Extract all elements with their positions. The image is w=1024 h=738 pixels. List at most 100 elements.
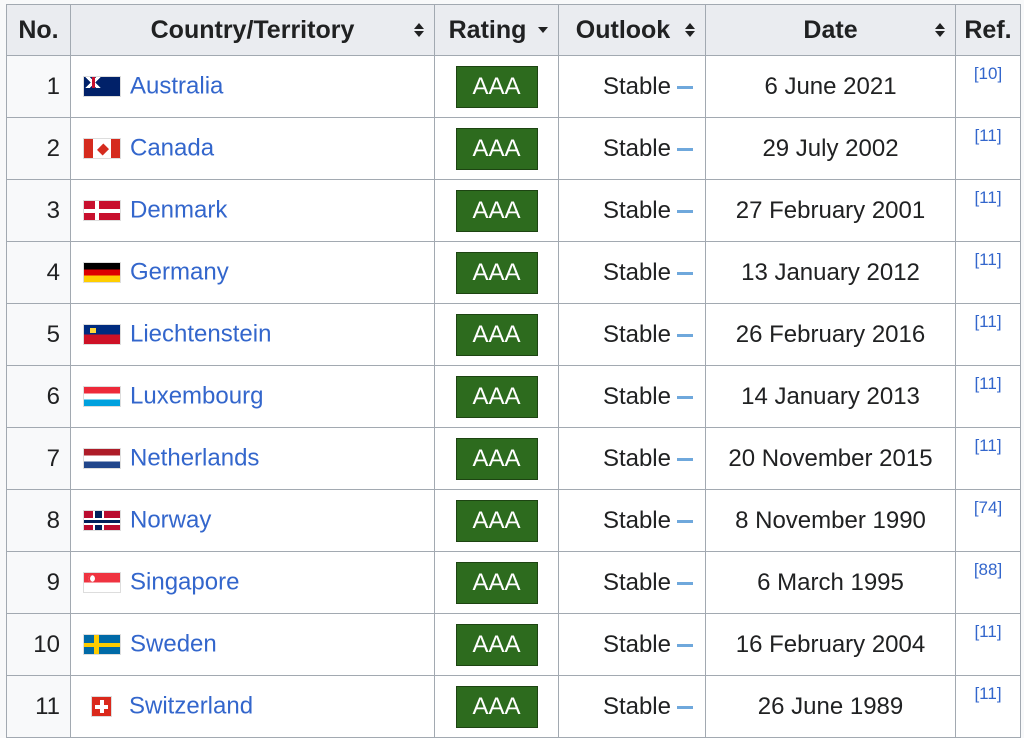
canada-flag-icon [83, 138, 121, 160]
row-number: 8 [6, 489, 71, 552]
outlook-cell: Stable [558, 489, 706, 552]
denmark-flag-icon [83, 200, 121, 222]
switzerland-flag-icon [91, 696, 112, 718]
rating-cell: AAA [434, 365, 559, 428]
table-row: 2 Canada AAA Stable 29 July 2002 [11] [6, 117, 1021, 180]
country-link[interactable]: Denmark [130, 196, 228, 224]
country-cell: Germany [70, 241, 435, 304]
reference-link[interactable]: [11] [974, 374, 1002, 393]
country-link[interactable]: Switzerland [129, 692, 254, 720]
rating-cell: AAA [434, 55, 559, 118]
rating-badge: AAA [455, 189, 538, 232]
country-cell: Liechtenstein [70, 303, 435, 366]
header-date[interactable]: Date [705, 4, 956, 56]
sort-icon[interactable] [414, 23, 424, 37]
stable-dash-icon [677, 209, 693, 213]
outlook-label: Stable [602, 134, 671, 162]
rating-cell: AAA [434, 613, 559, 676]
row-number: 2 [6, 117, 71, 180]
country-link[interactable]: Australia [130, 72, 224, 100]
outlook-label: Stable [602, 382, 671, 410]
country-cell: Norway [70, 489, 435, 552]
country-cell: Singapore [70, 551, 435, 614]
australia-flag-icon [83, 76, 121, 98]
stable-dash-icon [677, 333, 693, 337]
country-link[interactable]: Germany [130, 258, 229, 286]
reference-link[interactable]: [11] [974, 436, 1002, 455]
reference-link[interactable]: [11] [974, 126, 1002, 145]
rating-badge: AAA [455, 375, 538, 418]
country-link[interactable]: Luxembourg [130, 382, 264, 410]
singapore-flag-icon [83, 572, 121, 594]
rating-badge: AAA [455, 685, 538, 728]
row-number: 10 [6, 613, 71, 676]
rating-badge: AAA [455, 127, 538, 170]
rating-cell: AAA [434, 427, 559, 490]
row-number: 3 [6, 179, 71, 242]
reference-link[interactable]: [11] [974, 188, 1002, 207]
reference-link[interactable]: [74] [973, 498, 1003, 517]
country-link[interactable]: Sweden [130, 630, 217, 658]
header-ref: Ref. [955, 4, 1021, 56]
row-number: 9 [6, 551, 71, 614]
ref-cell: [88] [955, 551, 1021, 614]
ref-cell: [11] [955, 241, 1021, 304]
date-cell: 6 March 1995 [705, 551, 956, 614]
rating-badge: AAA [455, 65, 538, 108]
row-number: 5 [6, 303, 71, 366]
stable-dash-icon [677, 457, 693, 461]
reference-link[interactable]: [11] [974, 684, 1002, 703]
outlook-cell: Stable [558, 675, 706, 738]
rating-badge: AAA [455, 313, 538, 356]
country-link[interactable]: Liechtenstein [130, 320, 272, 348]
country-cell: Denmark [70, 179, 435, 242]
reference-link[interactable]: [10] [973, 64, 1003, 83]
ref-cell: [11] [955, 365, 1021, 428]
table-row: 9 Singapore AAA Stable 6 March 1995 [88] [6, 551, 1021, 614]
date-cell: 29 July 2002 [705, 117, 956, 180]
outlook-cell: Stable [558, 241, 706, 304]
country-cell: Australia [70, 55, 435, 118]
date-cell: 20 November 2015 [705, 427, 956, 490]
reference-link[interactable]: [11] [974, 622, 1002, 641]
header-country[interactable]: Country/Territory [70, 4, 435, 56]
row-number: 6 [6, 365, 71, 428]
row-number: 4 [6, 241, 71, 304]
date-cell: 14 January 2013 [705, 365, 956, 428]
row-number: 7 [6, 427, 71, 490]
outlook-label: Stable [602, 196, 671, 224]
date-cell: 13 January 2012 [705, 241, 956, 304]
header-outlook[interactable]: Outlook [558, 4, 706, 56]
liechtenstein-flag-icon [83, 324, 121, 346]
country-link[interactable]: Netherlands [130, 444, 260, 472]
sort-icon[interactable] [685, 23, 695, 37]
reference-link[interactable]: [11] [974, 312, 1002, 331]
country-cell: Canada [70, 117, 435, 180]
country-link[interactable]: Norway [130, 506, 212, 534]
outlook-label: Stable [602, 72, 671, 100]
reference-link[interactable]: [88] [973, 560, 1003, 579]
rating-badge: AAA [455, 561, 538, 604]
country-link[interactable]: Singapore [130, 568, 240, 596]
table-row: 4 Germany AAA Stable 13 January 2012 [11] [6, 241, 1021, 304]
outlook-cell: Stable [558, 365, 706, 428]
sort-descending-icon[interactable] [538, 27, 548, 33]
outlook-label: Stable [602, 568, 671, 596]
header-rating[interactable]: Rating [434, 4, 559, 56]
table-row: 8 Norway AAA Stable 8 November 1990 [74] [6, 489, 1021, 552]
rating-cell: AAA [434, 241, 559, 304]
country-link[interactable]: Canada [130, 134, 215, 162]
rating-cell: AAA [434, 303, 559, 366]
date-cell: 27 February 2001 [705, 179, 956, 242]
ref-cell: [10] [955, 55, 1021, 118]
luxembourg-flag-icon [83, 386, 121, 408]
stable-dash-icon [677, 147, 693, 151]
sort-icon[interactable] [935, 23, 945, 37]
outlook-label: Stable [602, 506, 671, 534]
country-cell: Netherlands [70, 427, 435, 490]
stable-dash-icon [677, 643, 693, 647]
reference-link[interactable]: [11] [974, 250, 1002, 269]
stable-dash-icon [677, 85, 693, 89]
rating-cell: AAA [434, 489, 559, 552]
outlook-label: Stable [602, 320, 671, 348]
